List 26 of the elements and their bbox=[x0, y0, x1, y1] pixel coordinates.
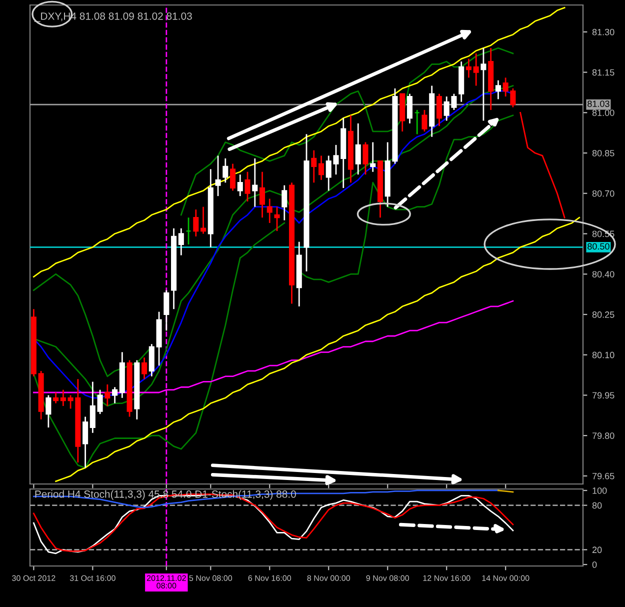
ref-line-label: 80.50 bbox=[588, 243, 610, 250]
y-tick-label: 79.80 bbox=[592, 432, 614, 439]
y-tick-label: 79.95 bbox=[592, 392, 614, 399]
x-tick-label: 12 Nov 16:00 bbox=[423, 575, 470, 581]
x-tick-label: 14 Nov 00:00 bbox=[482, 575, 530, 581]
y-tick-label: 20 bbox=[592, 546, 602, 554]
x-tick-label: 9 Nov 08:00 bbox=[366, 575, 410, 581]
y-tick-label: 79.65 bbox=[592, 472, 614, 480]
y-tick-label: 80.70 bbox=[592, 190, 614, 197]
x-tick-label: 2012.11.02 08:00 bbox=[146, 575, 186, 588]
y-tick-label: 80.40 bbox=[592, 271, 614, 278]
y-tick-label: 80.25 bbox=[592, 311, 614, 318]
y-tick-label: 80.85 bbox=[592, 150, 614, 156]
y-tick-label: 81.15 bbox=[592, 69, 614, 76]
y-tick-label: 81.30 bbox=[592, 28, 614, 36]
x-tick-label: 30 Oct 2012 bbox=[12, 575, 56, 581]
x-tick-label: 6 Nov 16:00 bbox=[248, 575, 292, 581]
y-tick-label: 81.00 bbox=[592, 110, 614, 116]
ref-line-label: 81.03 bbox=[588, 100, 610, 107]
y-tick-label: 80.10 bbox=[592, 352, 614, 358]
x-tick-label: 5 Nov 08:00 bbox=[189, 575, 232, 581]
x-tick-label: 8 Nov 00:00 bbox=[307, 575, 350, 581]
y-tick-label: 0 bbox=[592, 561, 597, 568]
y-tick-label: 100 bbox=[592, 487, 607, 494]
x-tick-label: 31 Oct 16:00 bbox=[70, 575, 116, 581]
y-tick-label: 80 bbox=[592, 502, 602, 509]
